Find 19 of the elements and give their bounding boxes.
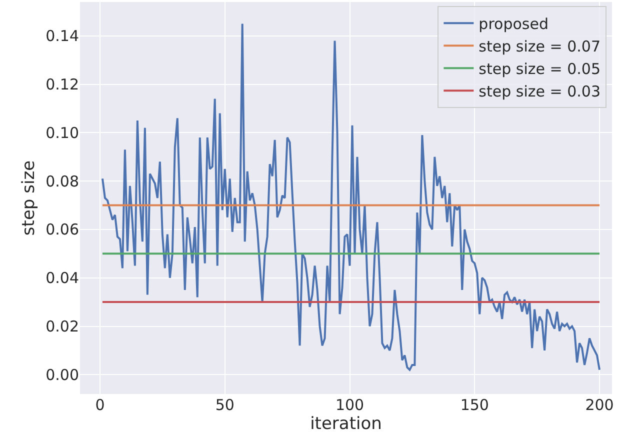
x-axis-title: iteration: [310, 414, 382, 434]
x-tick-label: 0: [95, 396, 105, 414]
legend-label: step size = 0.07: [478, 38, 600, 56]
x-tick-label: 200: [585, 396, 614, 414]
y-tick-label: 0.00: [46, 366, 79, 384]
y-tick-label: 0.14: [46, 27, 79, 46]
y-tick-label: 0.06: [46, 220, 79, 239]
y-tick-label: 0.12: [46, 76, 79, 94]
x-tick-label: 100: [335, 396, 364, 414]
legend-label: proposed: [478, 15, 548, 34]
y-axis-title: step size: [19, 160, 40, 236]
y-tick-label: 0.08: [46, 172, 79, 190]
y-tick-label: 0.04: [46, 269, 79, 288]
x-tick-label: 50: [215, 396, 234, 414]
legend-label: step size = 0.05: [478, 60, 600, 78]
y-tick-label: 0.10: [46, 124, 79, 142]
y-tick-label: 0.02: [46, 318, 79, 336]
x-tick-label: 150: [460, 396, 489, 414]
legend-label: step size = 0.03: [478, 82, 600, 101]
